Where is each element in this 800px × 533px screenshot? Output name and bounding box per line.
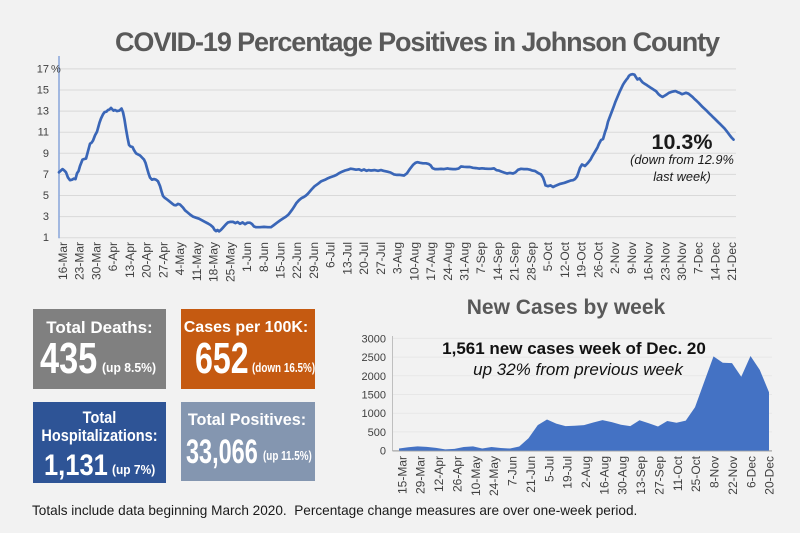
svg-text:14-Sep: 14-Sep xyxy=(491,242,505,281)
svg-text:24-May: 24-May xyxy=(487,456,501,496)
svg-text:3: 3 xyxy=(43,211,49,223)
svg-text:24-Aug: 24-Aug xyxy=(441,242,455,281)
svg-text:7-Jun: 7-Jun xyxy=(506,456,520,486)
svg-text:30-Aug: 30-Aug xyxy=(616,456,630,495)
svg-text:3000: 3000 xyxy=(362,333,386,345)
svg-text:1000: 1000 xyxy=(362,408,386,420)
svg-text:13-Sep: 13-Sep xyxy=(634,456,648,495)
svg-text:6-Jul: 6-Jul xyxy=(324,242,338,268)
svg-text:2-Aug: 2-Aug xyxy=(579,456,593,488)
svg-text:13-Jul: 13-Jul xyxy=(340,242,354,275)
svg-text:20-Dec: 20-Dec xyxy=(763,456,777,495)
svg-text:4-May: 4-May xyxy=(173,242,187,275)
svg-text:27-Jul: 27-Jul xyxy=(374,242,388,275)
svg-text:19-Jul: 19-Jul xyxy=(561,456,575,489)
svg-text:22-Jun: 22-Jun xyxy=(290,242,304,279)
svg-text:21-Sep: 21-Sep xyxy=(508,242,522,281)
svg-text:9: 9 xyxy=(43,148,49,160)
svg-text:15-Jun: 15-Jun xyxy=(274,242,288,279)
svg-text:11: 11 xyxy=(38,127,49,139)
svg-text:7-Sep: 7-Sep xyxy=(474,242,488,274)
svg-text:16-Aug: 16-Aug xyxy=(597,456,611,495)
svg-text:29-Mar: 29-Mar xyxy=(414,456,428,494)
svg-text:21-Jun: 21-Jun xyxy=(524,456,538,493)
svg-text:%: % xyxy=(51,63,61,75)
svg-text:17: 17 xyxy=(37,63,49,75)
svg-text:26-Apr: 26-Apr xyxy=(450,456,464,492)
svg-text:23-Nov: 23-Nov xyxy=(658,242,672,281)
svg-text:27-Apr: 27-Apr xyxy=(156,242,170,278)
svg-text:6-Dec: 6-Dec xyxy=(744,456,758,488)
svg-text:28-Sep: 28-Sep xyxy=(524,242,538,281)
svg-text:10-May: 10-May xyxy=(469,456,483,496)
svg-text:26-Oct: 26-Oct xyxy=(591,241,605,278)
svg-text:22-Nov: 22-Nov xyxy=(726,456,740,495)
svg-text:13: 13 xyxy=(37,106,49,118)
svg-text:12-Apr: 12-Apr xyxy=(432,456,446,492)
svg-text:20-Jul: 20-Jul xyxy=(357,242,371,275)
svg-text:8-Nov: 8-Nov xyxy=(708,456,722,488)
svg-text:8-Jun: 8-Jun xyxy=(257,242,271,272)
svg-text:1-Jun: 1-Jun xyxy=(240,242,254,272)
svg-text:15: 15 xyxy=(37,85,49,97)
svg-text:18-May: 18-May xyxy=(207,242,221,282)
svg-text:0: 0 xyxy=(380,446,386,458)
svg-text:30-Mar: 30-Mar xyxy=(90,242,104,280)
svg-text:6-Apr: 6-Apr xyxy=(106,242,120,271)
svg-text:1500: 1500 xyxy=(362,390,386,402)
svg-text:29-Jun: 29-Jun xyxy=(307,242,321,279)
svg-text:14-Dec: 14-Dec xyxy=(709,242,723,281)
svg-text:13-Apr: 13-Apr xyxy=(123,242,137,278)
svg-text:16-Mar: 16-Mar xyxy=(56,242,70,280)
svg-text:12-Oct: 12-Oct xyxy=(558,241,572,278)
svg-text:5-Oct: 5-Oct xyxy=(541,241,555,271)
svg-text:9-Nov: 9-Nov xyxy=(625,242,639,274)
svg-text:25-May: 25-May xyxy=(223,242,237,282)
svg-text:25-Oct: 25-Oct xyxy=(689,455,703,492)
svg-text:15-Mar: 15-Mar xyxy=(395,456,409,494)
svg-text:2-Nov: 2-Nov xyxy=(608,242,622,274)
svg-text:3-Aug: 3-Aug xyxy=(391,242,405,274)
svg-text:5: 5 xyxy=(43,190,49,202)
svg-text:30-Nov: 30-Nov xyxy=(675,242,689,281)
svg-text:7-Dec: 7-Dec xyxy=(692,242,706,274)
svg-text:20-Apr: 20-Apr xyxy=(140,242,154,278)
svg-text:2000: 2000 xyxy=(362,371,386,383)
svg-text:5-Jul: 5-Jul xyxy=(542,456,556,482)
svg-text:16-Nov: 16-Nov xyxy=(642,242,656,281)
svg-text:21-Dec: 21-Dec xyxy=(725,242,739,281)
svg-text:19-Oct: 19-Oct xyxy=(575,241,589,278)
svg-text:10-Aug: 10-Aug xyxy=(407,242,421,281)
svg-text:27-Sep: 27-Sep xyxy=(653,456,667,495)
svg-text:500: 500 xyxy=(368,427,386,439)
svg-text:23-Mar: 23-Mar xyxy=(73,242,87,280)
svg-text:7: 7 xyxy=(43,169,49,181)
svg-text:31-Aug: 31-Aug xyxy=(458,242,472,281)
svg-text:11-May: 11-May xyxy=(190,242,204,281)
svg-text:11-Oct: 11-Oct xyxy=(671,455,685,491)
svg-text:17-Aug: 17-Aug xyxy=(424,242,438,281)
svg-text:1: 1 xyxy=(43,232,49,244)
svg-text:2500: 2500 xyxy=(362,352,386,364)
